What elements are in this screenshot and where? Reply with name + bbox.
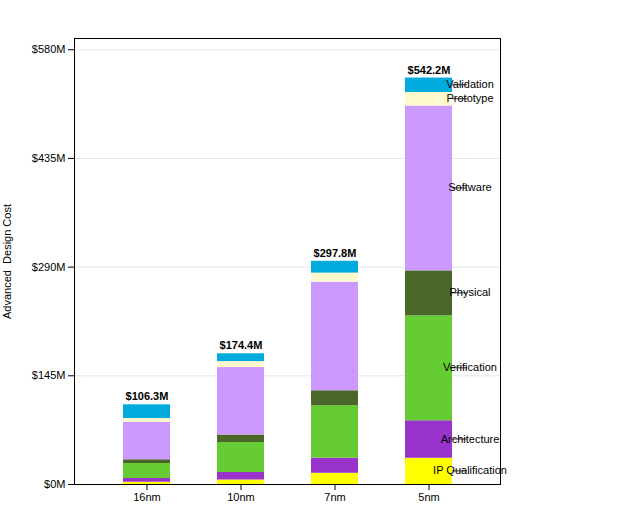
svg-text:$435M: $435M xyxy=(32,152,66,164)
svg-text:$542.2M: $542.2M xyxy=(408,64,451,76)
svg-text:IP Qualification: IP Qualification xyxy=(433,464,507,476)
svg-text:Validation: Validation xyxy=(446,78,494,90)
svg-text:10nm: 10nm xyxy=(227,491,255,503)
svg-text:Software: Software xyxy=(448,181,491,193)
svg-text:$0M: $0M xyxy=(44,478,65,490)
svg-text:Architecture: Architecture xyxy=(441,433,500,445)
svg-text:5nm: 5nm xyxy=(418,491,439,503)
svg-text:Advanced Design Cost: Advanced Design Cost xyxy=(1,204,13,319)
svg-text:7nm: 7nm xyxy=(324,491,345,503)
svg-text:$297.8M: $297.8M xyxy=(314,247,357,259)
svg-text:16nm: 16nm xyxy=(133,491,161,503)
svg-text:$174.4M: $174.4M xyxy=(220,339,263,351)
svg-text:$290M: $290M xyxy=(32,261,66,273)
svg-text:Physical: Physical xyxy=(450,286,491,298)
svg-text:Verification: Verification xyxy=(443,361,497,373)
svg-text:Prototype: Prototype xyxy=(446,92,493,104)
svg-text:$106.3M: $106.3M xyxy=(126,390,169,402)
svg-text:$145M: $145M xyxy=(32,369,66,381)
svg-text:$580M: $580M xyxy=(32,43,66,55)
